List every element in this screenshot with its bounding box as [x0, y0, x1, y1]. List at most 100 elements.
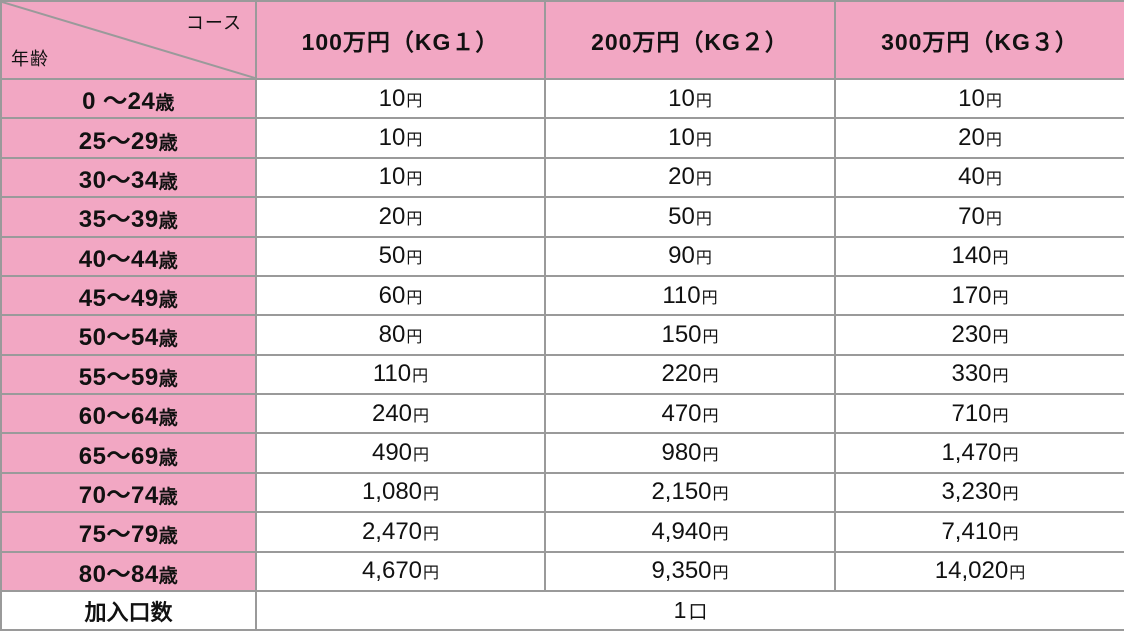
premium-cell-kg2: 980円 — [544, 432, 836, 474]
premium-cell-kg3: 40円 — [834, 156, 1124, 199]
yen-unit-label: 円 — [1002, 525, 1019, 543]
age-row: 65～69歳 490円 980円 1,470円 — [0, 432, 1124, 474]
premium-value: 20 — [378, 202, 406, 230]
premium-value: 2,470 — [361, 517, 423, 545]
yen-unit-label: 円 — [423, 565, 440, 583]
premium-value: 110 — [662, 281, 701, 309]
premium-cell-kg3: 14,020円 — [834, 550, 1124, 592]
premium-value: 4,940 — [651, 517, 712, 545]
yen-unit-label: 円 — [992, 250, 1009, 268]
age-cell: 30～34歳 — [0, 156, 257, 199]
age-range-label: 50～54 — [78, 324, 159, 352]
yen-unit-label: 円 — [423, 525, 440, 543]
premium-cell-kg3: 1,470円 — [834, 432, 1124, 474]
age-suffix-label: 歳 — [158, 368, 179, 390]
premium-cell-kg1: 10円 — [255, 117, 546, 159]
yen-unit-label: 円 — [712, 525, 729, 543]
premium-value: 220 — [661, 360, 702, 388]
yen-unit-label: 円 — [702, 407, 719, 425]
premium-value: 230 — [951, 320, 992, 348]
premium-cell-kg1: 2,470円 — [255, 511, 546, 553]
age-suffix-label: 歳 — [158, 211, 179, 233]
premium-value: 490 — [371, 439, 413, 467]
age-row: 35～39歳 20円 50円 70円 — [0, 196, 1124, 238]
premium-value: 50 — [378, 242, 406, 270]
premium-value: 10 — [378, 84, 406, 112]
premium-cell-kg2: 2,150円 — [544, 471, 836, 514]
premium-cell-kg1: 10円 — [255, 77, 546, 120]
yen-unit-label: 円 — [406, 250, 423, 268]
premium-value: 60 — [378, 281, 406, 309]
yen-unit-label: 円 — [702, 368, 719, 386]
age-cell: 70～74歳 — [0, 471, 257, 514]
premium-value: 980 — [661, 439, 702, 467]
age-suffix-label: 歳 — [158, 486, 179, 508]
premium-value: 710 — [951, 399, 992, 427]
premium-cell-kg3: 7,410円 — [834, 511, 1124, 553]
age-row: 60～64歳 240円 470円 710円 — [0, 392, 1124, 435]
premium-value: 330 — [951, 360, 992, 388]
premium-value: 3,230 — [941, 478, 1002, 506]
premium-cell-kg2: 90円 — [544, 235, 836, 277]
premium-value: 1,470 — [941, 439, 1002, 467]
premium-cell-kg1: 10円 — [255, 156, 546, 199]
yen-unit-label: 円 — [406, 210, 423, 228]
age-suffix-label: 歳 — [158, 290, 179, 312]
age-range-label: 45～49 — [78, 285, 159, 313]
age-range-label: 55～59 — [78, 363, 159, 391]
corner-label-course: コース — [185, 13, 242, 33]
premium-value: 9,350 — [651, 557, 712, 585]
yen-unit-label: 円 — [712, 565, 729, 583]
premium-cell-kg1: 80円 — [255, 314, 546, 356]
age-cell: 40～44歳 — [0, 235, 257, 277]
yen-unit-label: 円 — [413, 407, 430, 425]
corner-cell: コース 年齢 — [0, 0, 257, 80]
premium-cell-kg2: 470円 — [544, 392, 836, 435]
premium-cell-kg2: 10円 — [544, 77, 836, 120]
age-suffix-label: 歳 — [158, 132, 179, 154]
premium-cell-kg2: 20円 — [544, 156, 836, 199]
premium-value: 90 — [668, 242, 695, 270]
premium-value: 2,150 — [651, 478, 712, 506]
age-row: 0 ～24歳 10円 10円 10円 — [0, 77, 1124, 120]
age-row: 80～84歳 4,670円 9,350円 14,020円 — [0, 550, 1124, 592]
age-range-label: 65～69 — [78, 442, 159, 470]
premium-cell-kg3: 70円 — [834, 196, 1124, 238]
premium-cell-kg1: 50円 — [255, 235, 546, 277]
yen-unit-label: 円 — [695, 132, 712, 150]
yen-unit-label: 円 — [712, 486, 729, 504]
age-cell: 60～64歳 — [0, 392, 257, 435]
premium-value: 10 — [668, 124, 695, 152]
premium-value: 10 — [668, 84, 695, 112]
premium-value: 7,410 — [941, 517, 1002, 545]
age-cell: 0 ～24歳 — [0, 77, 257, 120]
premium-cell-kg3: 10円 — [834, 77, 1124, 120]
age-suffix-label: 歳 — [158, 329, 179, 351]
premium-cell-kg2: 9,350円 — [544, 550, 836, 592]
premium-cell-kg3: 20円 — [834, 117, 1124, 159]
premium-value: 14,020 — [934, 557, 1009, 585]
age-row: 50～54歳 80円 150円 230円 — [0, 314, 1124, 356]
yen-unit-label: 円 — [992, 368, 1009, 386]
age-range-label: 40～44 — [78, 245, 159, 273]
yen-unit-label: 円 — [702, 328, 719, 346]
yen-unit-label: 円 — [423, 486, 440, 504]
premium-value: 20 — [668, 163, 695, 191]
premium-value: 10 — [958, 84, 985, 112]
yen-unit-label: 円 — [406, 171, 423, 189]
yen-unit-label: 円 — [985, 92, 1002, 110]
premium-cell-kg3: 3,230円 — [834, 471, 1124, 514]
footer-label-cell: 加入口数 — [0, 590, 257, 631]
age-cell: 25～29歳 — [0, 117, 257, 159]
premium-cell-kg1: 490円 — [255, 432, 546, 474]
age-suffix-label: 歳 — [155, 93, 175, 115]
yen-unit-label: 円 — [992, 407, 1009, 425]
premium-value: 240 — [371, 399, 413, 427]
yen-unit-label: 円 — [985, 132, 1002, 150]
premium-value: 10 — [378, 124, 406, 152]
footer-value-unit: 口 — [688, 602, 708, 623]
age-suffix-label: 歳 — [158, 447, 179, 469]
age-suffix-label: 歳 — [158, 408, 179, 430]
